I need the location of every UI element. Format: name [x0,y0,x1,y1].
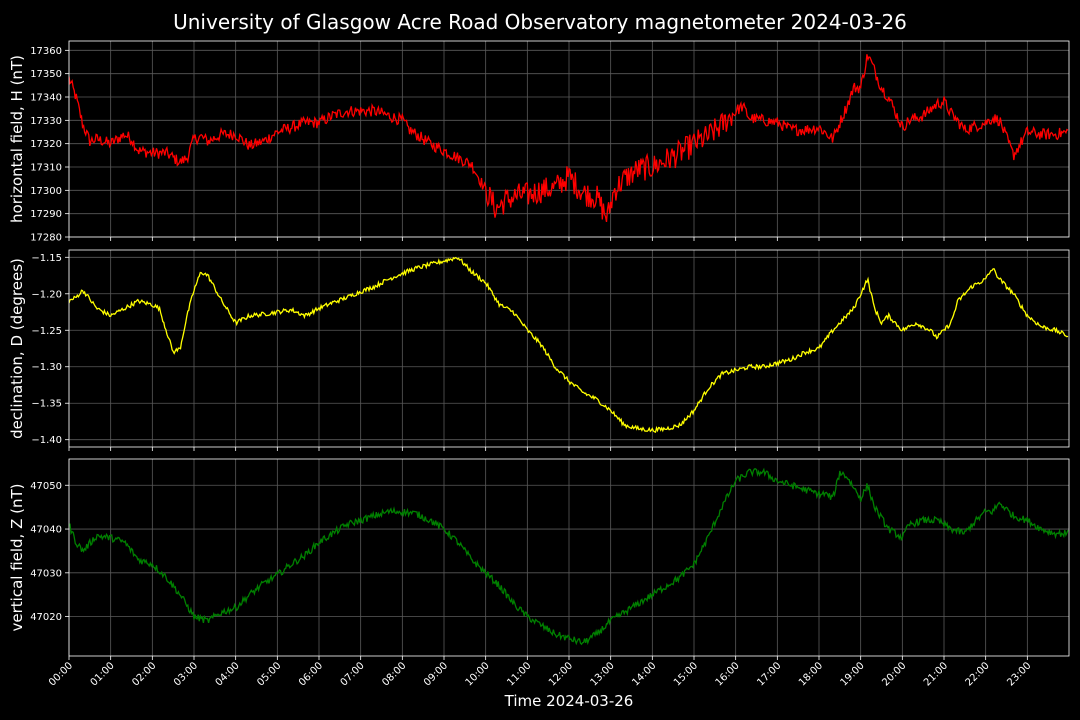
y-tick-label: −1.30 [31,362,62,373]
x-tick-label: 06:00 [297,660,325,688]
x-tick-label: 14:00 [630,660,658,688]
y-tick-label: −1.15 [31,253,62,264]
x-tick-label: 15:00 [672,660,700,688]
x-tick-label: 00:00 [47,660,75,688]
series-line-D [69,256,1069,433]
y-tick-label: −1.35 [31,399,62,410]
y-tick-label: 47020 [30,612,62,623]
y-tick-label: 17330 [30,116,62,127]
y-tick-label: −1.20 [31,289,62,300]
y-axis-label: vertical field, Z (nT) [8,483,26,631]
x-tick-label: 21:00 [922,660,950,688]
x-tick-label: 08:00 [380,660,408,688]
y-tick-label: 47050 [30,481,62,492]
panel-vertical-field: 47020 47030 47040 47050 vertical field, Z (n… [8,458,1070,660]
y-tick-label: 47040 [30,525,62,536]
y-tick-label: 17350 [30,69,62,80]
x-tick-label: 12:00 [547,660,575,688]
y-tick-label: −1.40 [31,435,62,446]
series-line-Z [69,467,1069,646]
chart-title: University of Glasgow Acre Road Observat… [173,10,907,34]
x-tick-label: 09:00 [422,660,450,688]
y-tick-label: 17320 [30,139,62,150]
x-tick-label: 17:00 [755,660,783,688]
x-tick-label: 16:00 [714,660,742,688]
x-tick-label: 11:00 [505,660,533,688]
y-axis-label: declination, D (degrees) [8,258,26,439]
x-tick-label: 04:00 [214,660,242,688]
panel-declination: −1.40 −1.35 −1.30 −1.25 −1.20 −1.15 declinatio… [8,249,1070,451]
x-tick-label: 23:00 [1005,660,1033,688]
y-tick-label: 17290 [30,209,62,220]
x-tick-label: 10:00 [464,660,492,688]
y-tick-label: 17340 [30,93,62,104]
y-tick-label: 17310 [30,163,62,174]
y-axis-label: horizontal field, H (nT) [8,55,26,223]
y-tick-label: 47030 [30,568,62,579]
x-tick-label: 20:00 [880,660,908,688]
x-axis-label: Time 2024-03-26 [504,692,634,710]
x-axis: 00:00 01:00 02:00 03:00 04:00 05:00 06:00 07:00… [47,660,1033,688]
panels-layer: 17280 17290 17300 17310 17320 17330 17340 17350… [8,40,1070,660]
x-tick-label: 07:00 [339,660,367,688]
x-tick-label: 02:00 [130,660,158,688]
series-line-H [69,54,1069,223]
y-tick-label: 17280 [30,233,62,244]
x-tick-label: 05:00 [255,660,283,688]
x-tick-label: 18:00 [797,660,825,688]
y-tick-label: 17360 [30,46,62,57]
panel-horizontal-field: 17280 17290 17300 17310 17320 17330 17340 17350… [8,40,1070,244]
x-tick-label: 03:00 [172,660,200,688]
y-tick-label: 17300 [30,186,62,197]
x-tick-label: 22:00 [964,660,992,688]
y-tick-label: −1.25 [31,326,62,337]
x-tick-label: 13:00 [589,660,617,688]
x-tick-label: 19:00 [839,660,867,688]
x-tick-label: 01:00 [89,660,117,688]
